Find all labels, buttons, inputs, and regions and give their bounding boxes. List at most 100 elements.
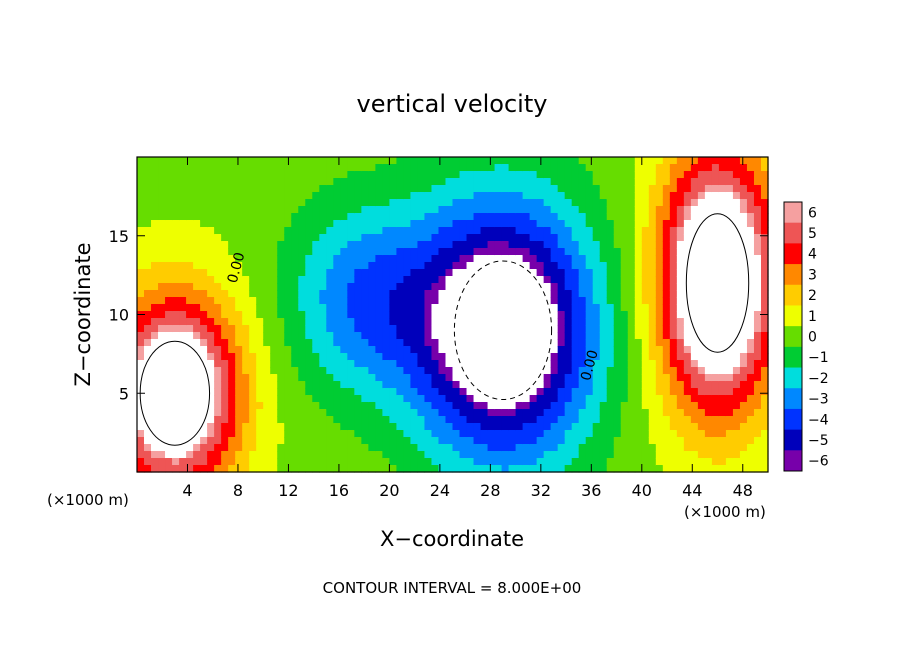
- field-cell: [361, 290, 369, 298]
- field-cell: [438, 192, 447, 200]
- field-cell: [263, 430, 271, 438]
- field-cell: [578, 402, 587, 410]
- field-cell: [655, 360, 664, 368]
- field-cell: [760, 465, 769, 473]
- field-cell: [151, 353, 159, 361]
- field-cell: [529, 227, 538, 235]
- field-cell: [382, 437, 390, 445]
- field-cell: [676, 402, 685, 410]
- field-cell: [396, 192, 405, 200]
- field-cell: [627, 192, 636, 200]
- field-cell: [676, 409, 685, 417]
- field-cell: [179, 283, 187, 291]
- field-cell: [459, 185, 468, 193]
- field-cell: [753, 227, 762, 235]
- field-cell: [382, 318, 390, 326]
- field-cell: [270, 416, 278, 424]
- field-cell: [550, 248, 559, 256]
- field-cell: [522, 241, 531, 249]
- field-cell: [683, 388, 692, 396]
- field-cell: [592, 227, 601, 235]
- field-cell: [662, 192, 671, 200]
- field-cell: [298, 451, 306, 459]
- field-cell: [592, 395, 601, 403]
- field-cell: [501, 283, 510, 291]
- field-cell: [431, 381, 440, 389]
- field-cell: [221, 465, 229, 473]
- field-cell: [438, 381, 447, 389]
- field-cell: [151, 451, 159, 459]
- field-cell: [144, 311, 152, 319]
- field-cell: [711, 220, 720, 228]
- field-cell: [508, 255, 517, 263]
- field-cell: [648, 465, 657, 473]
- field-cell: [501, 353, 510, 361]
- field-cell: [326, 269, 334, 277]
- field-cell: [613, 409, 622, 417]
- field-cell: [508, 381, 517, 389]
- field-cell: [732, 311, 741, 319]
- field-cell: [298, 213, 306, 221]
- field-cell: [375, 311, 383, 319]
- field-cell: [732, 192, 741, 200]
- field-cell: [347, 395, 355, 403]
- field-cell: [571, 444, 580, 452]
- field-cell: [242, 353, 250, 361]
- field-cell: [263, 444, 271, 452]
- field-cell: [613, 465, 622, 473]
- field-cell: [424, 269, 433, 277]
- field-cell: [648, 423, 657, 431]
- field-cell: [529, 248, 538, 256]
- field-cell: [557, 297, 566, 305]
- field-cell: [571, 171, 580, 179]
- field-cell: [613, 185, 622, 193]
- field-cell: [445, 437, 454, 445]
- field-cell: [256, 332, 264, 340]
- field-cell: [396, 409, 405, 417]
- field-cell: [333, 374, 341, 382]
- field-cell: [368, 290, 376, 298]
- field-cell: [613, 206, 622, 214]
- colorbar-label: −5: [808, 433, 829, 449]
- field-cell: [627, 423, 636, 431]
- field-cell: [333, 220, 341, 228]
- field-cell: [347, 402, 355, 410]
- field-cell: [361, 325, 369, 333]
- field-cell: [704, 199, 713, 207]
- field-cell: [515, 381, 524, 389]
- field-cell: [683, 213, 692, 221]
- field-cell: [151, 430, 159, 438]
- field-cell: [669, 430, 678, 438]
- field-cell: [494, 388, 503, 396]
- field-cell: [200, 395, 208, 403]
- field-cell: [627, 178, 636, 186]
- field-cell: [424, 311, 433, 319]
- field-cell: [739, 311, 748, 319]
- field-cell: [375, 444, 383, 452]
- field-cell: [564, 423, 573, 431]
- field-cell: [515, 283, 524, 291]
- field-cell: [760, 171, 769, 179]
- field-cell: [557, 332, 566, 340]
- field-cell: [494, 367, 503, 375]
- field-cell: [263, 227, 271, 235]
- field-cell: [480, 374, 489, 382]
- field-cell: [284, 290, 292, 298]
- field-cell: [725, 318, 734, 326]
- field-cell: [697, 423, 706, 431]
- field-cell: [193, 311, 201, 319]
- field-cell: [529, 325, 538, 333]
- field-cell: [368, 192, 376, 200]
- field-cell: [732, 220, 741, 228]
- field-cell: [403, 206, 412, 214]
- field-cell: [676, 178, 685, 186]
- field-cell: [396, 388, 405, 396]
- field-cell: [550, 234, 559, 242]
- field-cell: [634, 178, 643, 186]
- field-cell: [732, 367, 741, 375]
- field-cell: [459, 199, 468, 207]
- field-cell: [186, 304, 194, 312]
- field-cell: [606, 164, 615, 172]
- field-cell: [515, 374, 524, 382]
- field-cell: [347, 248, 355, 256]
